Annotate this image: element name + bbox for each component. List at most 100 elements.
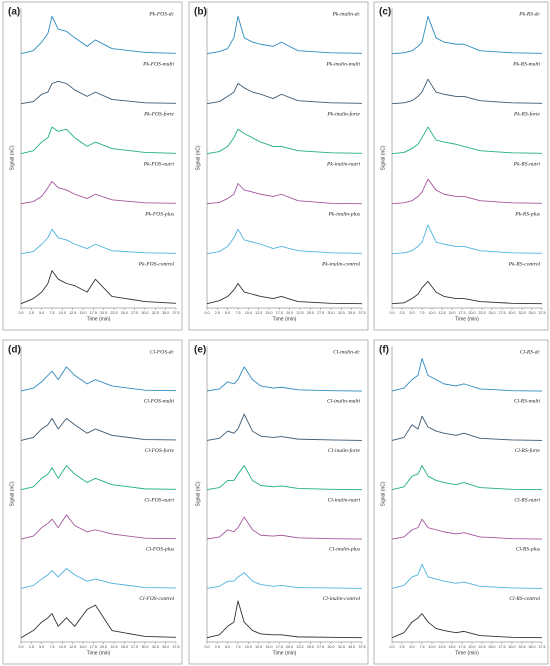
panel-title: (c) <box>379 7 391 18</box>
trace <box>206 413 363 441</box>
x-tick-label: 7.5 <box>50 645 55 649</box>
x-tick-label: 30.0 <box>142 645 149 649</box>
x-tick-label: 12.5 <box>69 645 76 649</box>
trace <box>391 613 543 639</box>
x-tick-label: 35.0 <box>529 311 536 315</box>
x-tick-label: 10.0 <box>245 645 252 649</box>
x-axis-label: Time (min) <box>455 316 479 322</box>
series-name: Cl-FOS-plus <box>146 547 174 553</box>
panel-border <box>2 1 183 331</box>
x-tick-label: 30.0 <box>142 311 149 315</box>
x-tick-label: 5.0 <box>39 311 44 315</box>
x-tick-label: 12.5 <box>255 645 262 649</box>
x-tick-label: 17.5 <box>459 645 466 649</box>
x-tick-label: 15.0 <box>266 645 273 649</box>
x-tick-label: 32.5 <box>152 645 159 649</box>
trace <box>391 224 543 255</box>
panel-border <box>373 339 549 665</box>
trace <box>20 80 177 105</box>
series-name: Cl-RS-plus <box>516 547 540 553</box>
x-tick-label: 37.5 <box>359 645 366 649</box>
x-tick-label: 10.0 <box>59 645 66 649</box>
panel-border <box>188 1 369 331</box>
series-name: Cl-inulin-control <box>323 596 361 602</box>
x-tick-label: 25.0 <box>307 645 314 649</box>
x-tick-label: 30.0 <box>509 645 516 649</box>
x-tick-label: 22.5 <box>479 645 486 649</box>
x-tick-label: 0.0 <box>19 645 24 649</box>
x-tick-label: 15.0 <box>449 645 456 649</box>
x-tick-label: 5.0 <box>410 645 415 649</box>
x-axis-label: Time (min) <box>273 316 297 322</box>
series-name: Cl-inulin-dc <box>333 349 360 355</box>
x-tick-label: 32.5 <box>519 645 526 649</box>
trace <box>20 604 177 639</box>
x-tick-label: 17.5 <box>90 311 97 315</box>
x-tick-label: 5.0 <box>225 311 230 315</box>
x-tick-label: 7.5 <box>420 645 425 649</box>
trace <box>206 283 363 305</box>
trace <box>206 572 363 589</box>
series-name: Cl-inulin-plus <box>329 547 360 553</box>
x-tick-label: 22.5 <box>111 311 118 315</box>
x-tick-label: 37.5 <box>359 311 366 315</box>
x-tick-label: 22.5 <box>297 311 304 315</box>
x-tick-label: 10.0 <box>59 311 66 315</box>
panel-border <box>2 339 183 665</box>
x-axis-label: Time (min) <box>87 650 111 656</box>
x-tick-label: 35.0 <box>162 311 169 315</box>
series-name: Cl-RS-dc <box>520 349 541 355</box>
panel-title: (a) <box>8 7 20 18</box>
panel: (d)0.0 2.5 5.0 7.5 10.0 12.5 15.0 17.5 20.0 22.5 2… <box>2 339 183 665</box>
panel-title: (f) <box>379 345 389 356</box>
series-name: Cl-FOS-multi <box>144 399 175 405</box>
x-tick-label: 30.0 <box>328 311 335 315</box>
x-tick-label: 7.5 <box>50 311 55 315</box>
y-axis-label: Signal (nC) <box>9 145 15 170</box>
x-tick-label: 35.0 <box>162 645 169 649</box>
y-axis-label: Signal (nC) <box>380 481 386 506</box>
x-axis-label: Time (min) <box>87 316 111 322</box>
x-tick-label: 30.0 <box>328 645 335 649</box>
y-axis-label: Signal (nC) <box>195 145 201 170</box>
x-tick-label: 22.5 <box>297 645 304 649</box>
series-name: Pk-inulin-plus <box>328 211 360 217</box>
x-tick-label: 35.0 <box>348 311 355 315</box>
trace <box>20 15 177 55</box>
x-tick-label: 2.5 <box>400 645 405 649</box>
trace <box>391 465 543 491</box>
panel-title: (d) <box>8 345 21 356</box>
x-tick-label: 32.5 <box>519 311 526 315</box>
x-tick-label: 5.0 <box>39 645 44 649</box>
series-name: Pk-inulin-control <box>321 261 360 267</box>
x-tick-label: 0.0 <box>205 311 210 315</box>
series-name: Cl-FOS-control <box>139 596 174 602</box>
series-name: Cl-inulin-forte <box>328 447 361 454</box>
y-axis-label: Signal (nC) <box>195 481 201 506</box>
series-name: Pk-RS-multi <box>512 61 540 67</box>
panel: (b)0.0 2.5 5.0 7.5 10.0 12.5 15.0 17.5 20.0 22.5 2… <box>188 1 369 331</box>
series-name: Pk-RS-plus <box>514 211 540 217</box>
x-tick-label: 20.0 <box>286 311 293 315</box>
x-tick-label: 2.5 <box>215 311 220 315</box>
x-axis-label: Time (min) <box>273 650 297 656</box>
trace <box>206 128 363 155</box>
x-tick-label: 5.0 <box>410 311 415 315</box>
y-axis-label: Signal (nC) <box>9 481 15 506</box>
series-name: Cl-FOS-dc <box>150 349 175 355</box>
x-tick-label: 27.5 <box>499 311 506 315</box>
x-tick-label: 15.0 <box>80 645 87 649</box>
x-tick-label: 35.0 <box>529 645 536 649</box>
trace <box>206 600 363 639</box>
x-tick-label: 27.5 <box>317 645 324 649</box>
x-tick-label: 0.0 <box>205 645 210 649</box>
series-name: Pk-RS-control <box>508 261 541 267</box>
x-tick-label: 20.0 <box>286 645 293 649</box>
series-name: Pk-RS-nutri <box>513 161 541 167</box>
x-tick-label: 30.0 <box>509 311 516 315</box>
x-tick-label: 17.5 <box>276 311 283 315</box>
x-tick-label: 15.0 <box>266 311 273 315</box>
x-tick-label: 32.5 <box>338 311 345 315</box>
x-tick-label: 20.0 <box>469 311 476 315</box>
